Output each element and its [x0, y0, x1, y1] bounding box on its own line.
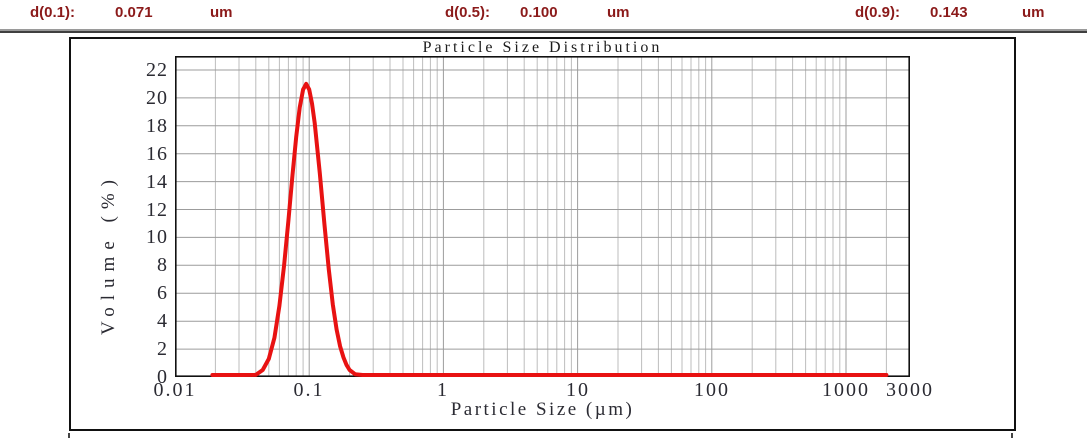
d50-unit: um [607, 4, 630, 21]
y-tick-label: 20 [146, 87, 168, 109]
chart-title: Particle Size Distribution [422, 39, 663, 56]
d50-label: d(0.5): [445, 4, 490, 21]
plot-area [175, 56, 910, 377]
d90-unit: um [1022, 4, 1045, 21]
distribution-curve [210, 81, 889, 377]
d10-unit: um [210, 4, 233, 21]
header-divider [0, 29, 1087, 33]
cropped-table-edge-left [68, 433, 70, 438]
x-axis-title: Particle Size (µm) [450, 399, 635, 420]
cropped-table-edge-right [1011, 433, 1013, 438]
d10-label: d(0.1): [30, 4, 75, 21]
y-tick-label: 18 [146, 115, 168, 137]
y-tick-label: 22 [146, 59, 168, 81]
d10-value: 0.071 [115, 4, 153, 21]
d90-value: 0.143 [930, 4, 968, 21]
d90-label: d(0.9): [855, 4, 900, 21]
y-axis-title: Volume (%) [98, 173, 119, 335]
y-tick-label: 0 [157, 366, 168, 388]
chart-frame: Particle Size Distribution Volume (%) 0 2… [69, 37, 1016, 431]
dvalue-header: d(0.1): 0.071 um d(0.5): 0.100 um d(0.9)… [0, 0, 1087, 26]
d50-value: 0.100 [520, 4, 558, 21]
